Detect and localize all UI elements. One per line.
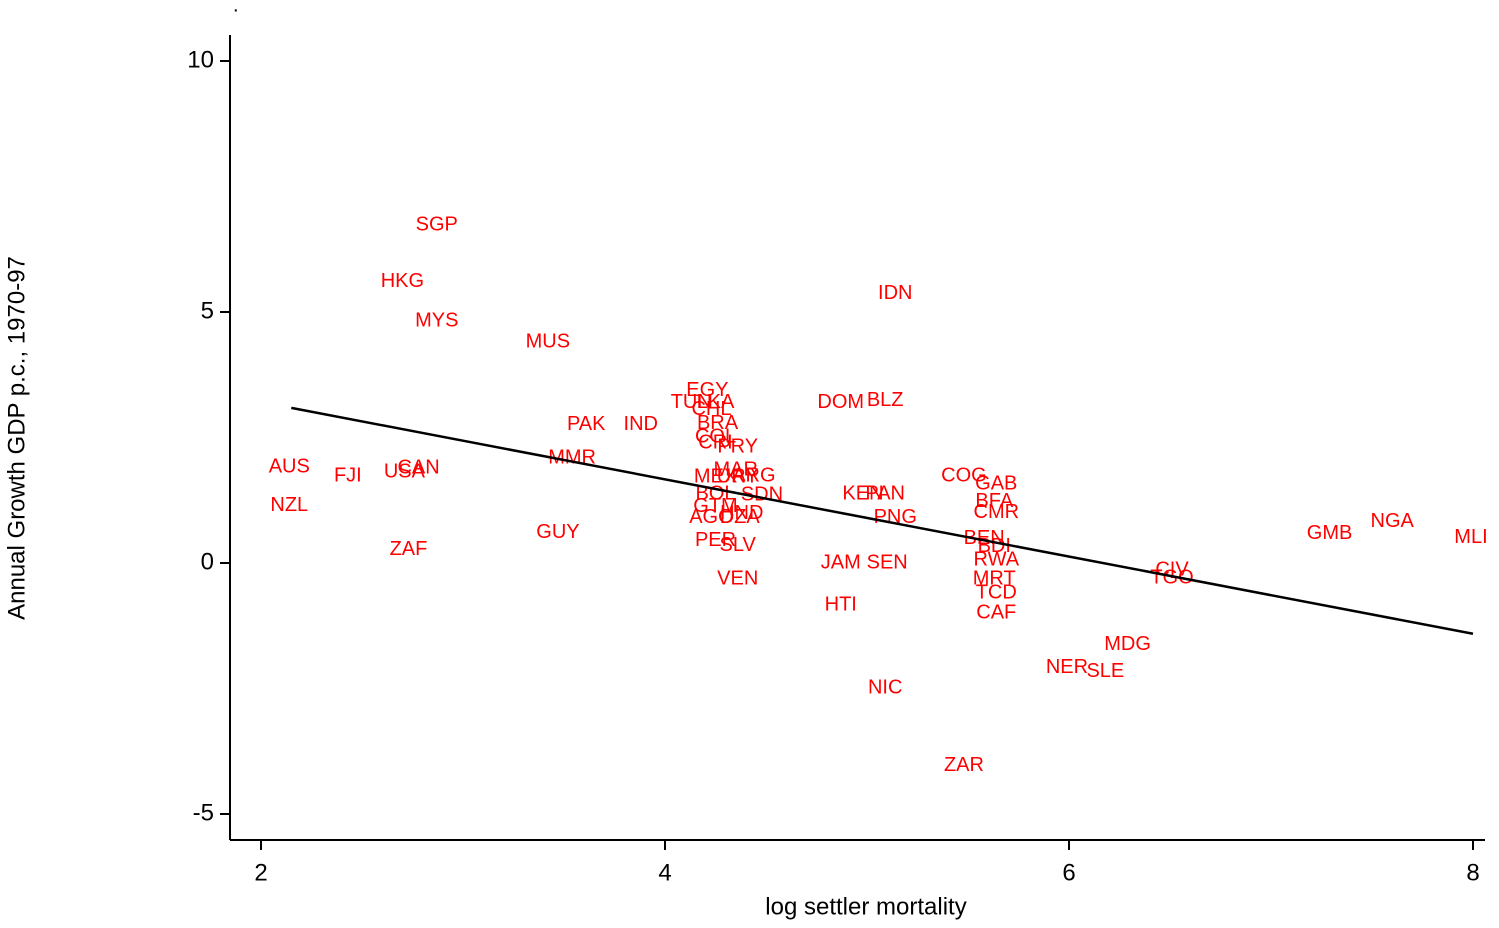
point-label: CAF <box>976 601 1016 623</box>
point-label: BEN <box>964 527 1005 549</box>
x-tick-label: 2 <box>254 859 267 886</box>
x-axis-label: log settler mortality <box>765 893 966 920</box>
x-tick-label: 6 <box>1062 859 1075 886</box>
y-tick-label: 5 <box>201 297 214 324</box>
point-label: COL <box>695 425 736 447</box>
point-label: CMR <box>974 501 1020 523</box>
point-label: SLV <box>720 534 757 556</box>
chart-title: . <box>233 0 239 16</box>
point-label: AGO <box>689 506 733 528</box>
point-label: URY <box>717 465 759 487</box>
point-label: MEX <box>694 465 737 487</box>
point-label: TCD <box>976 581 1017 603</box>
point-label: IDN <box>878 282 912 304</box>
point-label: MYS <box>415 309 458 331</box>
point-label: SGP <box>416 213 458 235</box>
point-label: HKG <box>381 270 424 292</box>
point-label: RWA <box>973 548 1019 570</box>
point-label: NGA <box>1371 510 1415 532</box>
point-label: CAN <box>397 456 439 478</box>
x-tick-label: 4 <box>658 859 671 886</box>
point-label: PNG <box>874 506 917 528</box>
point-label: SLE <box>1086 660 1124 682</box>
point-label: ZAF <box>390 538 428 560</box>
point-label: DOM <box>817 391 864 413</box>
point-label: GAB <box>975 472 1017 494</box>
point-label: MUS <box>526 330 570 352</box>
point-label: ZAR <box>944 754 984 776</box>
point-label: GUY <box>536 521 579 543</box>
fit-line <box>291 406 1474 636</box>
point-label: EGY <box>686 379 728 401</box>
y-tick-label: 0 <box>201 548 214 575</box>
point-label: BFA <box>975 490 1013 512</box>
point-label: MDG <box>1104 633 1151 655</box>
point-label: MAR <box>713 458 757 480</box>
point-label: CRI <box>698 431 732 453</box>
point-label: VEN <box>717 567 758 589</box>
point-label: BLZ <box>867 389 904 411</box>
y-tick-label: -5 <box>193 799 214 826</box>
point-label: ARG <box>732 464 775 486</box>
point-label: HND <box>720 502 763 524</box>
point-label: NIC <box>868 676 902 698</box>
point-label: DZA <box>720 506 761 528</box>
point-label: IND <box>624 413 658 435</box>
point-label: GTM <box>693 495 737 517</box>
point-label: PER <box>695 529 736 551</box>
point-label: PRY <box>717 435 758 457</box>
point-label: SEN <box>867 551 908 573</box>
point-label: TUN <box>671 391 712 413</box>
point-label: NER <box>1046 656 1088 678</box>
point-label: MLI <box>1454 526 1487 548</box>
point-label: HTI <box>825 593 857 615</box>
point-label: AUS <box>269 455 310 477</box>
point-label: PAN <box>865 483 905 505</box>
point-label: COG <box>941 464 987 486</box>
point-label: LKA <box>697 391 735 413</box>
point-label: PAK <box>567 413 606 435</box>
y-axis-label: Annual Growth GDP p.c., 1970-97 <box>3 256 30 620</box>
x-tick-label: 8 <box>1466 859 1479 886</box>
point-label: KEN <box>842 483 883 505</box>
point-label: CHL <box>691 398 731 420</box>
point-label: BRA <box>697 412 739 434</box>
point-label: GMB <box>1307 522 1353 544</box>
point-label: NZL <box>270 494 308 516</box>
y-tick-label: 10 <box>187 46 214 73</box>
point-label: JAM <box>821 551 861 573</box>
point-label: FJI <box>334 464 362 486</box>
point-label: MRT <box>973 567 1016 589</box>
point-label: USA <box>384 460 426 482</box>
